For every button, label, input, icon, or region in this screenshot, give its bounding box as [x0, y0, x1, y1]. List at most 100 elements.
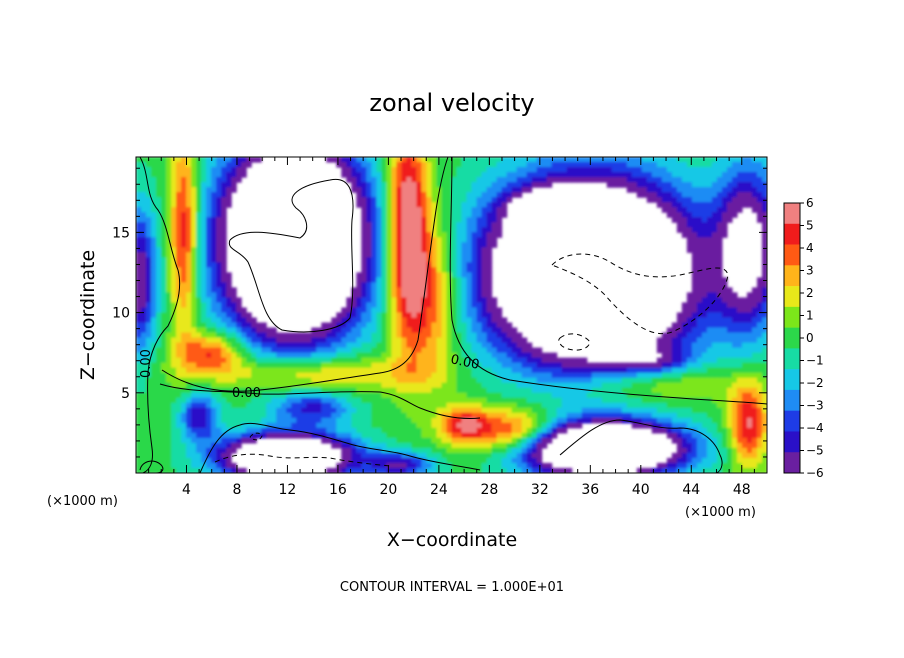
heatmap-cell	[576, 172, 583, 178]
heatmap-cell	[421, 187, 428, 193]
heatmap-cell	[586, 417, 593, 424]
heatmap-cell	[501, 322, 508, 329]
heatmap-cell	[381, 217, 387, 223]
heatmap-cell	[241, 332, 247, 339]
heatmap-cell	[401, 187, 408, 193]
heatmap-cell	[271, 392, 277, 399]
heatmap-cell	[346, 342, 352, 349]
heatmap-cell	[161, 342, 167, 349]
heatmap-cell	[186, 297, 192, 304]
heatmap-cell	[271, 367, 277, 374]
heatmap-cell	[151, 422, 157, 429]
heatmap-cell	[146, 237, 152, 243]
heatmap-cell	[571, 397, 578, 404]
heatmap-cell	[461, 187, 468, 193]
heatmap-cell	[631, 422, 638, 429]
heatmap-cell	[561, 157, 568, 163]
heatmap-cell	[741, 197, 748, 203]
heatmap-cell	[141, 352, 147, 359]
heatmap-cell	[736, 317, 743, 324]
heatmap-cell	[176, 402, 182, 409]
heatmap-cell	[616, 387, 623, 394]
heatmap-cell	[151, 222, 157, 228]
heatmap-cell	[186, 432, 192, 439]
heatmap-cell	[561, 372, 568, 379]
heatmap-cell	[761, 372, 767, 379]
heatmap-cell	[536, 397, 543, 404]
heatmap-cell	[421, 237, 428, 243]
heatmap-cell	[401, 247, 408, 253]
heatmap-cell	[206, 327, 212, 334]
heatmap-cell	[731, 202, 738, 208]
heatmap-cell	[571, 172, 578, 178]
heatmap-cell	[501, 172, 508, 178]
heatmap-cell	[661, 162, 668, 168]
heatmap-cell	[361, 337, 367, 344]
heatmap-cell	[661, 342, 668, 349]
heatmap-cell	[346, 382, 352, 389]
heatmap-cell	[736, 377, 743, 384]
heatmap-cell	[466, 272, 473, 278]
heatmap-cell	[146, 217, 152, 223]
heatmap-cell	[571, 362, 578, 369]
heatmap-cell	[721, 332, 728, 339]
heatmap-cell	[266, 372, 272, 379]
heatmap-cell	[236, 297, 242, 304]
heatmap-cell	[381, 332, 387, 339]
heatmap-cell	[716, 427, 723, 434]
heatmap-cell	[161, 257, 167, 263]
heatmap-cell	[596, 377, 603, 384]
heatmap-cell	[711, 177, 718, 183]
heatmap-cell	[351, 292, 357, 299]
heatmap-cell	[291, 392, 297, 399]
heatmap-cell	[541, 427, 548, 434]
heatmap-cell	[486, 342, 493, 349]
heatmap-cell	[341, 357, 347, 364]
heatmap-cell	[496, 322, 503, 329]
heatmap-cell	[336, 332, 342, 339]
heatmap-cell	[166, 352, 172, 359]
heatmap-cell	[526, 407, 533, 414]
heatmap-cell	[266, 362, 272, 369]
heatmap-cell	[691, 422, 698, 429]
heatmap-cell	[721, 217, 728, 223]
heatmap-cell	[171, 227, 177, 233]
heatmap-cell	[241, 407, 247, 414]
heatmap-cell	[156, 202, 162, 208]
heatmap-cell	[736, 372, 743, 379]
heatmap-cell	[641, 407, 648, 414]
heatmap-cell	[421, 212, 428, 218]
heatmap-cell	[386, 182, 393, 188]
heatmap-cell	[196, 292, 202, 299]
heatmap-cell	[731, 382, 738, 389]
heatmap-cell	[256, 362, 262, 369]
heatmap-cell	[701, 397, 708, 404]
heatmap-cell	[151, 157, 157, 163]
heatmap-cell	[411, 352, 418, 359]
heatmap-cell	[231, 182, 237, 188]
heatmap-cell	[626, 372, 633, 379]
heatmap-cell	[481, 242, 488, 248]
heatmap-cell	[461, 397, 468, 404]
heatmap-cell	[181, 322, 187, 329]
heatmap-cell	[736, 187, 743, 193]
heatmap-cell	[441, 437, 448, 444]
heatmap-cell	[691, 237, 698, 243]
heatmap-cell	[691, 432, 698, 439]
heatmap-cell	[701, 407, 708, 414]
heatmap-cell	[261, 337, 267, 344]
heatmap-cell	[356, 272, 362, 278]
heatmap-cell	[631, 362, 638, 369]
heatmap-cell	[501, 377, 508, 384]
heatmap-cell	[231, 407, 237, 414]
heatmap-cell	[331, 317, 337, 324]
heatmap-cell	[351, 167, 357, 173]
heatmap-cell	[286, 432, 292, 439]
heatmap-cell	[211, 202, 217, 208]
heatmap-cell	[641, 182, 648, 188]
heatmap-cell	[716, 222, 723, 228]
heatmap-cell	[696, 192, 703, 198]
heatmap-cell	[171, 212, 177, 218]
heatmap-cell	[201, 242, 207, 248]
heatmap-cell	[416, 412, 423, 419]
